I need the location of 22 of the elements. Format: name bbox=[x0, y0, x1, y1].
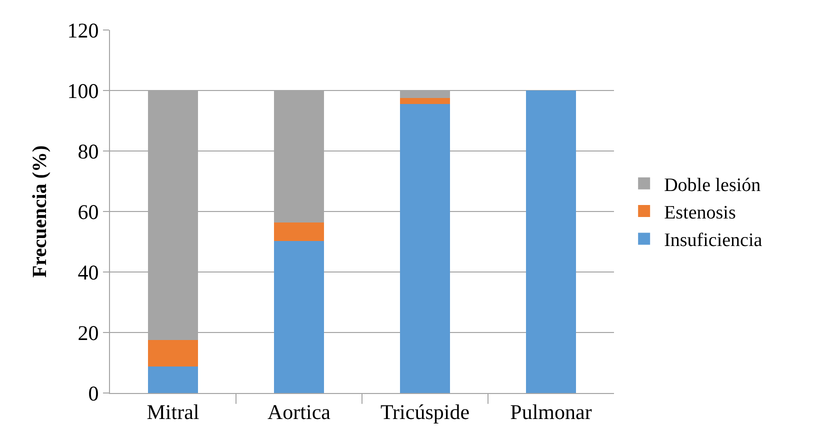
bar bbox=[148, 366, 198, 393]
bar bbox=[274, 222, 324, 241]
y-axis-title: Frecuencia (%) bbox=[28, 145, 51, 278]
x-tick-label: Aortica bbox=[268, 400, 332, 424]
x-tick-label: Pulmonar bbox=[510, 400, 592, 424]
y-tick-label: 40 bbox=[78, 260, 99, 284]
bar bbox=[400, 104, 450, 393]
bar bbox=[148, 340, 198, 367]
y-tick-label: 60 bbox=[78, 200, 99, 224]
y-tick-label: 0 bbox=[88, 381, 99, 406]
bar bbox=[526, 90, 576, 393]
bar bbox=[400, 98, 450, 104]
legend-label: Insuficiencia bbox=[664, 230, 763, 252]
bar bbox=[274, 240, 324, 393]
y-tick-label: 20 bbox=[78, 320, 99, 345]
y-tick-label: 120 bbox=[67, 18, 99, 42]
legend-label: Doble lesión bbox=[664, 174, 762, 196]
x-tick-label: Mitral bbox=[146, 400, 200, 424]
y-tick-label: 80 bbox=[78, 139, 99, 164]
legend-label: Estenosis bbox=[664, 202, 736, 224]
x-tick-label: Tricúspide bbox=[380, 400, 470, 424]
y-tick-label: 100 bbox=[67, 78, 99, 103]
